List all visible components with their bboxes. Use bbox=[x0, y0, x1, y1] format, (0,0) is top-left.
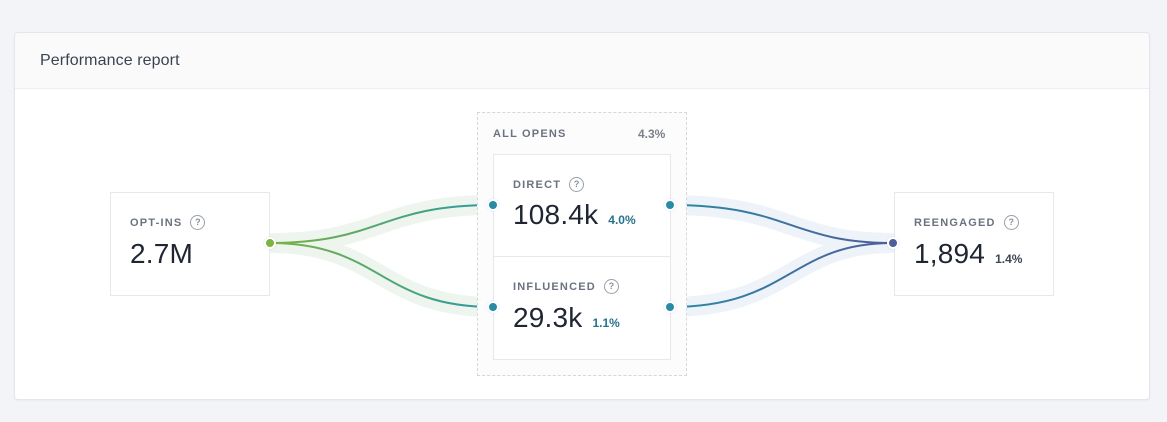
divider bbox=[494, 256, 670, 257]
card-header: Performance report bbox=[15, 33, 1149, 89]
line-optins-influenced bbox=[269, 242, 494, 308]
reengaged-value-row: 1,894 1.4% bbox=[914, 238, 1022, 270]
influenced-value-row: 29.3k 1.1% bbox=[513, 302, 620, 334]
influenced-label: INFLUENCED bbox=[513, 280, 596, 293]
line-influenced-reengaged bbox=[669, 242, 894, 308]
help-icon[interactable]: ? bbox=[1003, 215, 1019, 230]
direct-percent: 4.0% bbox=[608, 213, 636, 227]
opt-ins-label-row: OPT-INS ? bbox=[130, 215, 206, 230]
reengaged-percent: 1.4% bbox=[995, 252, 1023, 266]
help-icon[interactable]: ? bbox=[190, 215, 206, 230]
help-icon[interactable]: ? bbox=[603, 279, 619, 294]
reengaged-box bbox=[894, 192, 1054, 296]
help-icon[interactable]: ? bbox=[569, 177, 585, 192]
all-opens-label: ALL OPENS bbox=[493, 128, 567, 140]
card-title: Performance report bbox=[40, 52, 180, 69]
line-optins-direct bbox=[269, 204, 494, 244]
reengaged-label: REENGAGED bbox=[914, 216, 996, 229]
direct-in-dot bbox=[487, 199, 499, 211]
opt-ins-box bbox=[110, 192, 270, 296]
direct-label-row: DIRECT ? bbox=[513, 177, 585, 192]
optins-connector-dot bbox=[264, 237, 276, 249]
reengaged-value: 1,894 bbox=[914, 238, 986, 269]
influenced-percent: 1.1% bbox=[592, 316, 620, 330]
influenced-in-dot bbox=[487, 301, 499, 313]
band-influenced-reengaged bbox=[660, 233, 903, 317]
direct-label: DIRECT bbox=[513, 178, 562, 191]
direct-value: 108.4k bbox=[513, 199, 599, 230]
opt-ins-value: 2.7M bbox=[130, 238, 194, 269]
line-direct-reengaged bbox=[669, 204, 894, 244]
direct-out-dot bbox=[664, 199, 676, 211]
opt-ins-label: OPT-INS bbox=[130, 216, 183, 229]
influenced-out-dot bbox=[664, 301, 676, 313]
influenced-value: 29.3k bbox=[513, 302, 583, 333]
all-opens-percent: 4.3% bbox=[638, 127, 666, 141]
reengaged-connector-dot bbox=[887, 237, 899, 249]
influenced-label-row: INFLUENCED ? bbox=[513, 279, 619, 294]
opt-ins-value-row: 2.7M bbox=[130, 238, 193, 270]
direct-value-row: 108.4k 4.0% bbox=[513, 199, 636, 231]
reengaged-label-row: REENGAGED ? bbox=[914, 215, 1019, 230]
